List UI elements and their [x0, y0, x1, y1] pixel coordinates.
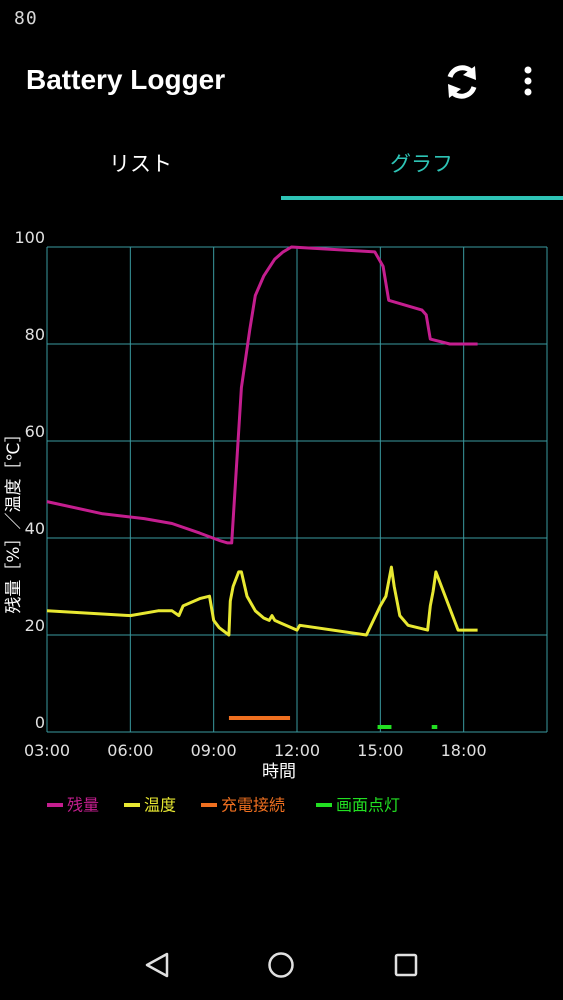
- x-tick-label: 15:00: [357, 741, 403, 760]
- y-tick-label: 60: [25, 422, 45, 441]
- series-line-battery: [46, 245, 478, 545]
- x-tick-label: 06:00: [107, 741, 153, 760]
- x-tick-label: 18:00: [441, 741, 487, 760]
- y-tick-label: 20: [25, 616, 45, 635]
- home-button[interactable]: [258, 942, 304, 988]
- legend-label-screen_on: 画面点灯: [336, 796, 400, 815]
- tab-bar: リスト グラフ: [0, 126, 563, 200]
- more-vert-icon: [524, 66, 532, 96]
- y-axis-label: 残量［%］／温度［℃］: [4, 425, 24, 613]
- chart-area: 0 20 40 60 80 100 03:00 06:00 09:00 12:00 15:00 18:…: [0, 200, 563, 840]
- back-triangle-icon: [145, 952, 169, 978]
- recents-button[interactable]: [383, 942, 429, 988]
- legend-label-temperature: 温度: [144, 796, 176, 815]
- tab-graph[interactable]: グラフ: [390, 152, 453, 176]
- status-bar: 80: [0, 0, 563, 40]
- x-axis-label: 時間: [262, 762, 296, 782]
- y-tick-label: 100: [14, 228, 45, 247]
- navigation-bar: [0, 930, 563, 1000]
- x-tick-label: 09:00: [191, 741, 237, 760]
- home-circle-icon: [268, 952, 294, 978]
- battery-chart: 0 20 40 60 80 100 03:00 06:00 09:00 12:00 15:00 18:…: [4, 228, 548, 815]
- refresh-icon: [447, 65, 477, 99]
- legend-label-battery: 残量: [67, 796, 99, 815]
- tab-indicator: [281, 196, 563, 200]
- status-text: 80: [14, 8, 38, 29]
- app-bar: Battery Logger: [0, 40, 563, 126]
- legend-label-charging: 充電接続: [221, 796, 285, 815]
- refresh-button[interactable]: [438, 58, 486, 106]
- recents-square-icon: [394, 953, 418, 977]
- x-tick-label: 03:00: [24, 741, 70, 760]
- series-line-temperature: [46, 565, 478, 637]
- x-tick-label: 12:00: [274, 741, 320, 760]
- tab-list[interactable]: リスト: [109, 152, 172, 176]
- more-options-button[interactable]: [510, 58, 546, 106]
- y-tick-label: 40: [25, 519, 45, 538]
- y-tick-label: 80: [25, 325, 45, 344]
- back-button[interactable]: [134, 942, 180, 988]
- app-title: Battery Logger: [26, 64, 226, 95]
- y-tick-label: 0: [35, 713, 45, 732]
